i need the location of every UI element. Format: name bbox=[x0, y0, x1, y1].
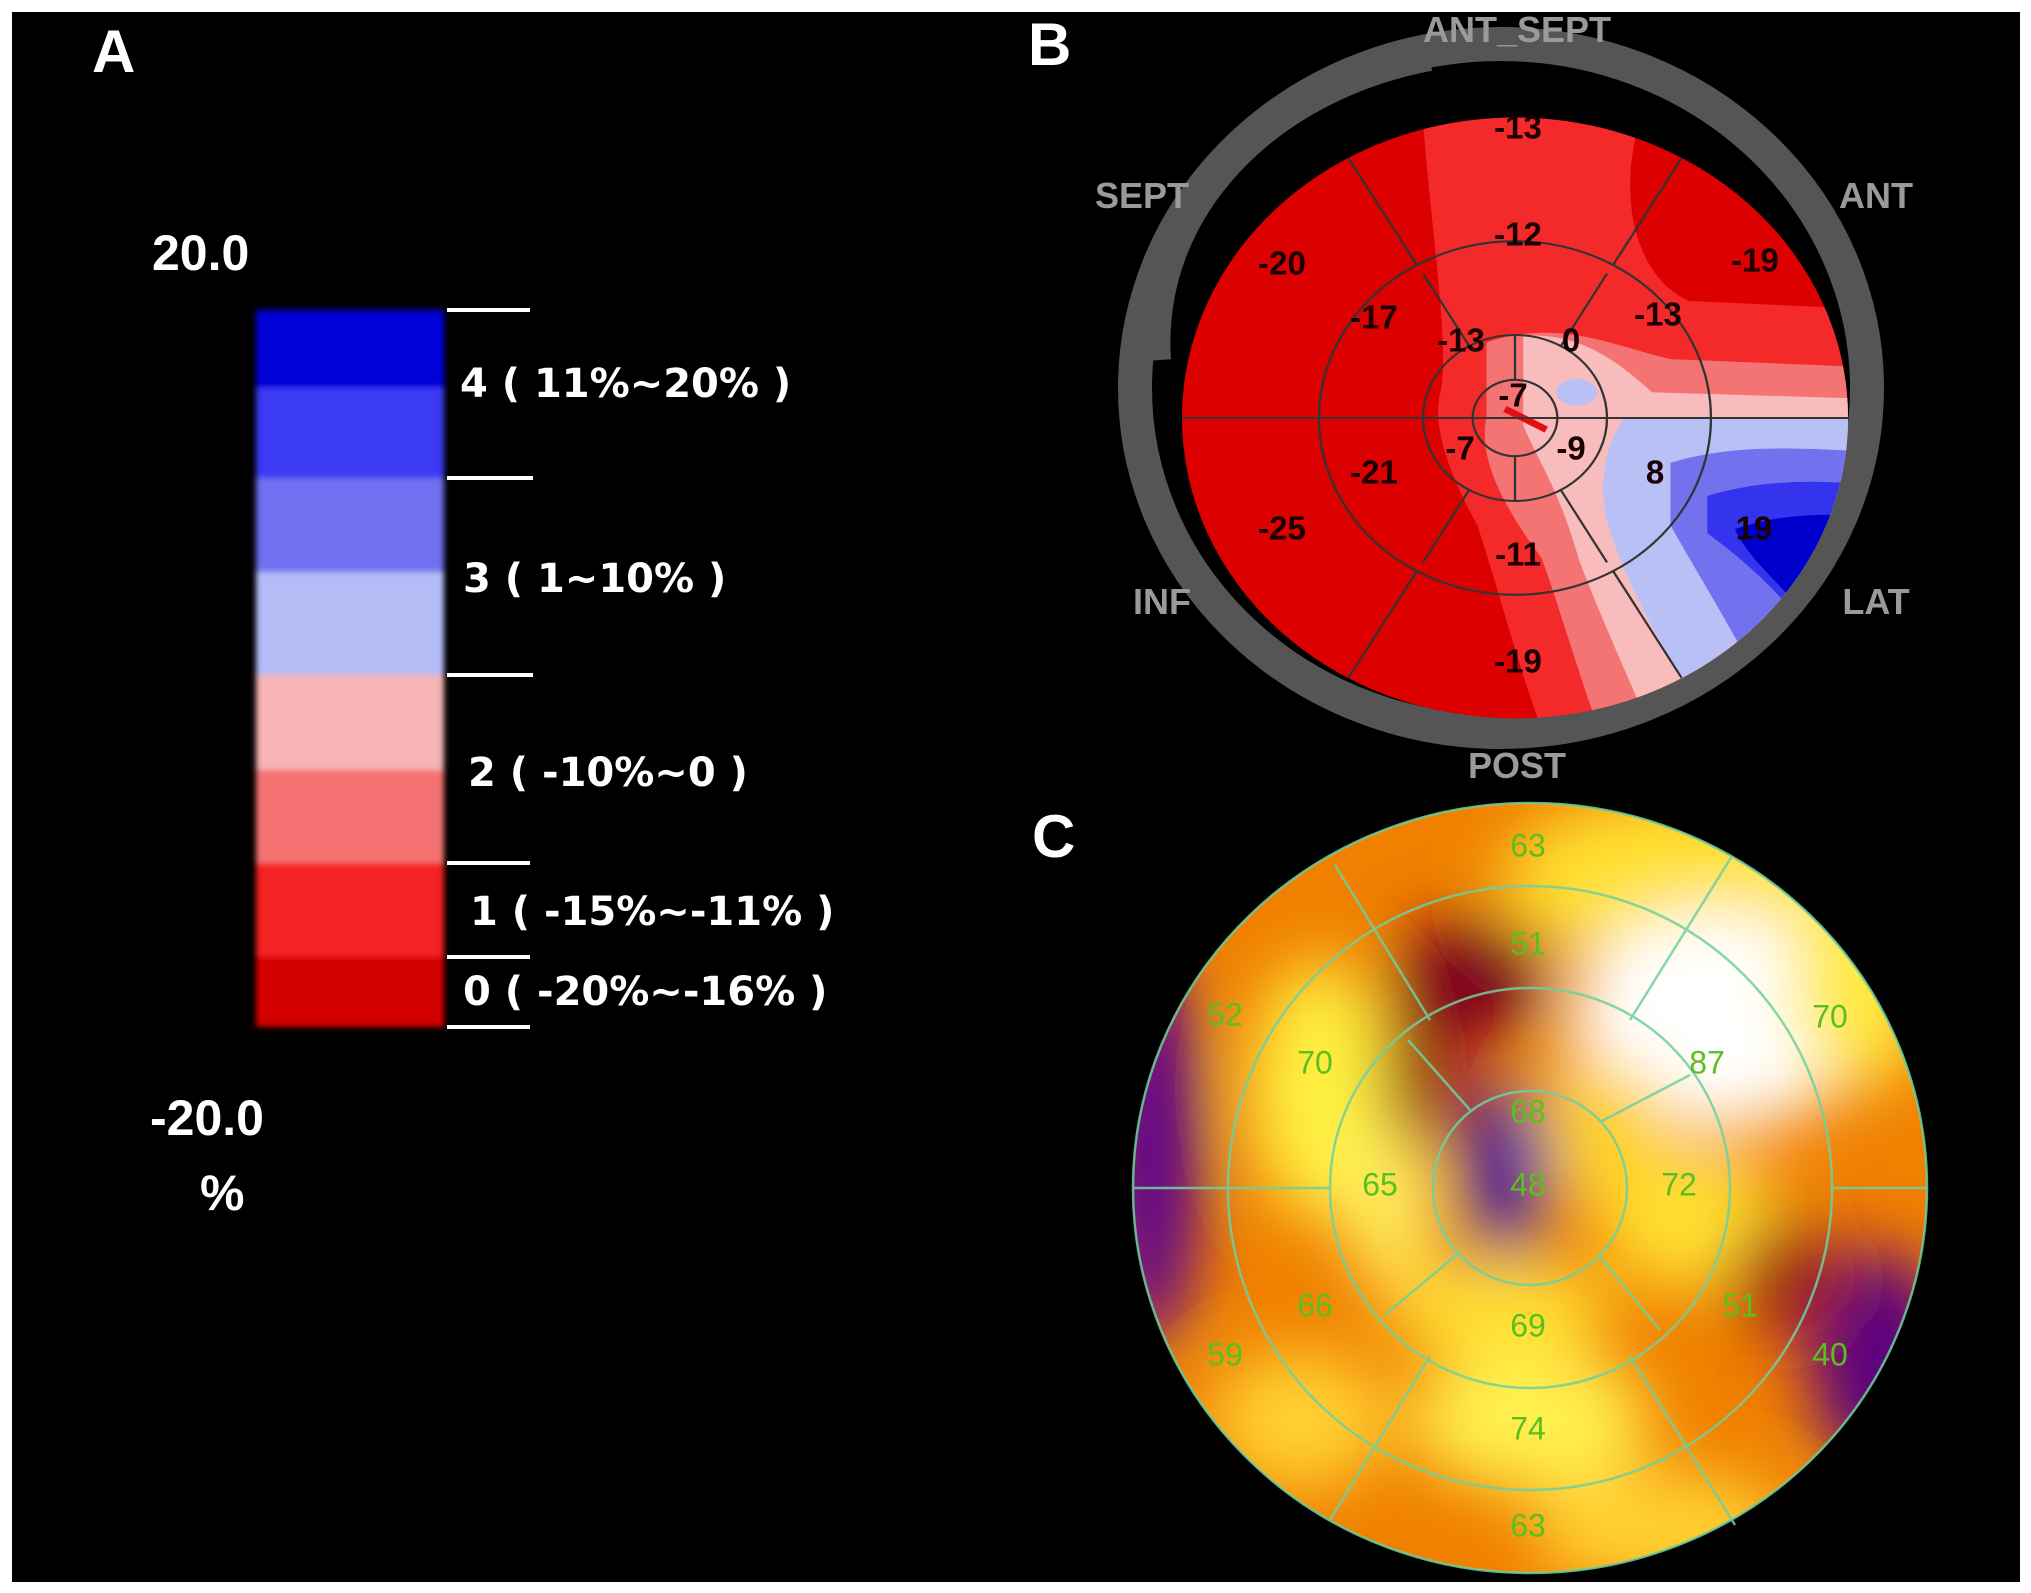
segment-value: -7 bbox=[1498, 377, 1527, 414]
segment-value: 65 bbox=[1362, 1166, 1398, 1202]
segment-value: 63 bbox=[1510, 827, 1546, 863]
bullseye-c-grid bbox=[1131, 801, 1929, 1575]
segment-value: 70 bbox=[1297, 1044, 1333, 1080]
segment-value: 68 bbox=[1510, 1093, 1546, 1129]
segment-value: -25 bbox=[1258, 510, 1306, 547]
segment-value: 74 bbox=[1510, 1410, 1546, 1446]
colorbar bbox=[256, 310, 444, 1027]
segment-value: -17 bbox=[1350, 299, 1398, 336]
segment-value: 48 bbox=[1510, 1166, 1546, 1202]
segment-value: -12 bbox=[1494, 216, 1542, 253]
segment-value: -19 bbox=[1731, 242, 1779, 279]
segment-value: 63 bbox=[1510, 1507, 1546, 1543]
bullseye-b-ring bbox=[1118, 27, 1884, 749]
panel-a: A 20.0 4 ( 11%~20% ) 3 ( 1~10% ) 2 ( -10… bbox=[92, 18, 834, 1221]
colorbar-ticks bbox=[447, 308, 533, 1029]
segment-value: -11 bbox=[1495, 536, 1541, 573]
colorbar-unit: % bbox=[200, 1165, 244, 1221]
panel-c: C bbox=[1032, 801, 1929, 1575]
segment-value: 66 bbox=[1297, 1287, 1333, 1323]
colorbar-level-3: 3 ( 1~10% ) bbox=[463, 556, 726, 602]
segment-value: 0 bbox=[1562, 322, 1580, 359]
segment-value: 69 bbox=[1510, 1307, 1546, 1343]
direction-ant: ANT bbox=[1839, 175, 1913, 216]
segment-value: 51 bbox=[1510, 925, 1546, 961]
colorbar-band bbox=[256, 957, 444, 1027]
segment-value: 19 bbox=[1736, 510, 1773, 547]
colorbar-band bbox=[256, 770, 444, 863]
segment-value: -13 bbox=[1437, 322, 1485, 359]
segment-value: -13 bbox=[1494, 109, 1542, 146]
segment-value: -20 bbox=[1258, 245, 1306, 282]
perfusion-map bbox=[1133, 803, 1927, 1573]
direction-post: POST bbox=[1468, 745, 1566, 786]
direction-ant-sept: ANT_SEPT bbox=[1423, 9, 1611, 50]
segment-value: 70 bbox=[1812, 998, 1848, 1034]
segment-value: -19 bbox=[1494, 643, 1542, 680]
colorbar-level-1: 1 ( -15%~-11% ) bbox=[470, 889, 834, 935]
segment-values-b: -13 -12 -20 -19 -17 -13 0 -13 -7 -7 -9 -21 8 -25 19 -11… bbox=[1258, 109, 1779, 680]
bullseye-b-ring-arc bbox=[1148, 49, 1433, 361]
segment-value: -21 bbox=[1350, 454, 1398, 491]
segment-value: 72 bbox=[1661, 1166, 1697, 1202]
segment-value: 87 bbox=[1689, 1044, 1725, 1080]
colorbar-band bbox=[256, 863, 444, 957]
colorbar-band bbox=[256, 310, 444, 388]
colorbar-band bbox=[256, 388, 444, 478]
segment-values-c: 63 51 52 70 70 87 68 65 48 72 66 51 69 59 40 74 63 bbox=[1207, 827, 1848, 1543]
segment-value: 51 bbox=[1722, 1287, 1758, 1323]
panel-label-c: C bbox=[1032, 803, 1075, 870]
colorbar-max-label: 20.0 bbox=[152, 225, 249, 281]
bullseye-b-grid bbox=[1181, 157, 1849, 679]
segment-value: -13 bbox=[1634, 296, 1682, 333]
colorbar-min-label: -20.0 bbox=[150, 1090, 264, 1146]
segment-value: 40 bbox=[1812, 1336, 1848, 1372]
segment-value: 8 bbox=[1646, 454, 1664, 491]
colorbar-band bbox=[256, 572, 444, 675]
segment-value: -9 bbox=[1556, 430, 1585, 467]
segment-value: 59 bbox=[1207, 1336, 1243, 1372]
panel-label-b: B bbox=[1028, 11, 1071, 78]
direction-sept: SEPT bbox=[1095, 175, 1189, 216]
colorbar-level-2: 2 ( -10%~0 ) bbox=[468, 750, 748, 796]
segment-value: -7 bbox=[1445, 430, 1474, 467]
direction-inf: INF bbox=[1133, 581, 1191, 622]
colorbar-band bbox=[256, 478, 444, 572]
segment-value: 52 bbox=[1207, 996, 1243, 1032]
colorbar-level-4: 4 ( 11%~20% ) bbox=[460, 361, 791, 407]
colorbar-level-0: 0 ( -20%~-16% ) bbox=[463, 969, 827, 1015]
colorbar-band bbox=[256, 675, 444, 770]
panel-label-a: A bbox=[92, 18, 135, 85]
direction-lat: LAT bbox=[1842, 581, 1909, 622]
